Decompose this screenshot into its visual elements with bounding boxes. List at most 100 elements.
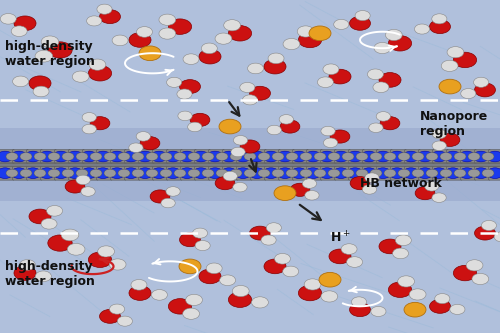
- Circle shape: [330, 130, 350, 143]
- Text: HB network: HB network: [360, 176, 442, 190]
- Circle shape: [183, 54, 199, 65]
- Circle shape: [129, 33, 151, 47]
- Circle shape: [328, 169, 340, 177]
- Circle shape: [432, 193, 446, 202]
- Circle shape: [434, 294, 450, 304]
- Circle shape: [468, 169, 480, 177]
- FancyBboxPatch shape: [68, 150, 84, 164]
- Circle shape: [177, 89, 192, 99]
- Circle shape: [216, 169, 228, 177]
- Circle shape: [282, 266, 298, 277]
- Circle shape: [440, 153, 452, 161]
- FancyBboxPatch shape: [236, 150, 252, 164]
- Circle shape: [159, 14, 176, 25]
- Circle shape: [376, 112, 390, 121]
- Circle shape: [168, 19, 192, 34]
- Circle shape: [318, 77, 334, 88]
- FancyBboxPatch shape: [40, 166, 56, 180]
- Circle shape: [350, 176, 370, 190]
- Circle shape: [482, 153, 494, 161]
- Circle shape: [62, 169, 74, 177]
- Circle shape: [109, 168, 125, 178]
- Circle shape: [314, 153, 326, 161]
- Circle shape: [230, 169, 242, 177]
- FancyBboxPatch shape: [138, 166, 154, 180]
- Circle shape: [207, 151, 223, 162]
- Circle shape: [242, 95, 258, 105]
- FancyBboxPatch shape: [474, 166, 490, 180]
- Circle shape: [48, 42, 72, 58]
- Circle shape: [76, 175, 90, 185]
- Circle shape: [441, 60, 458, 72]
- Circle shape: [321, 291, 338, 302]
- Circle shape: [347, 168, 363, 178]
- Circle shape: [249, 168, 265, 178]
- Circle shape: [140, 137, 160, 150]
- Circle shape: [264, 59, 286, 74]
- Circle shape: [67, 168, 83, 178]
- Circle shape: [137, 168, 153, 178]
- Circle shape: [368, 69, 384, 80]
- Circle shape: [11, 151, 27, 162]
- FancyBboxPatch shape: [292, 150, 308, 164]
- Circle shape: [439, 79, 461, 94]
- Circle shape: [228, 292, 252, 307]
- Circle shape: [90, 153, 102, 161]
- Circle shape: [388, 282, 411, 297]
- Circle shape: [188, 122, 202, 132]
- Circle shape: [129, 143, 143, 153]
- Circle shape: [370, 169, 382, 177]
- Circle shape: [447, 47, 464, 58]
- Circle shape: [95, 151, 111, 162]
- Circle shape: [361, 151, 377, 162]
- Circle shape: [68, 243, 85, 255]
- Circle shape: [165, 168, 181, 178]
- Circle shape: [274, 253, 290, 264]
- Circle shape: [202, 169, 214, 177]
- Circle shape: [432, 14, 447, 24]
- Circle shape: [88, 66, 112, 81]
- Circle shape: [414, 24, 430, 34]
- Circle shape: [151, 168, 167, 178]
- Circle shape: [193, 151, 209, 162]
- Circle shape: [487, 151, 500, 162]
- FancyBboxPatch shape: [446, 150, 462, 164]
- FancyBboxPatch shape: [124, 166, 140, 180]
- Circle shape: [304, 279, 321, 290]
- Circle shape: [112, 35, 128, 46]
- Circle shape: [81, 187, 95, 196]
- FancyBboxPatch shape: [222, 166, 238, 180]
- Circle shape: [403, 168, 419, 178]
- Circle shape: [369, 123, 383, 133]
- Circle shape: [168, 299, 192, 314]
- FancyBboxPatch shape: [362, 150, 378, 164]
- FancyBboxPatch shape: [208, 166, 224, 180]
- Circle shape: [0, 168, 13, 178]
- Circle shape: [53, 151, 69, 162]
- FancyBboxPatch shape: [334, 166, 350, 180]
- Bar: [0, 128, 500, 201]
- FancyBboxPatch shape: [26, 166, 42, 180]
- FancyBboxPatch shape: [488, 150, 500, 164]
- Circle shape: [118, 153, 130, 161]
- Circle shape: [152, 290, 168, 300]
- Circle shape: [375, 168, 391, 178]
- Circle shape: [235, 151, 251, 162]
- Circle shape: [179, 151, 195, 162]
- Circle shape: [165, 151, 181, 162]
- Circle shape: [430, 20, 450, 34]
- Circle shape: [36, 271, 52, 282]
- Circle shape: [261, 235, 276, 245]
- FancyBboxPatch shape: [474, 150, 490, 164]
- Circle shape: [136, 27, 152, 37]
- Circle shape: [355, 11, 370, 21]
- FancyBboxPatch shape: [362, 166, 378, 180]
- Circle shape: [104, 153, 116, 161]
- Circle shape: [474, 77, 488, 87]
- Circle shape: [160, 153, 172, 161]
- Circle shape: [206, 263, 222, 274]
- FancyBboxPatch shape: [194, 166, 210, 180]
- Circle shape: [199, 49, 221, 64]
- FancyBboxPatch shape: [292, 166, 308, 180]
- Circle shape: [48, 169, 60, 177]
